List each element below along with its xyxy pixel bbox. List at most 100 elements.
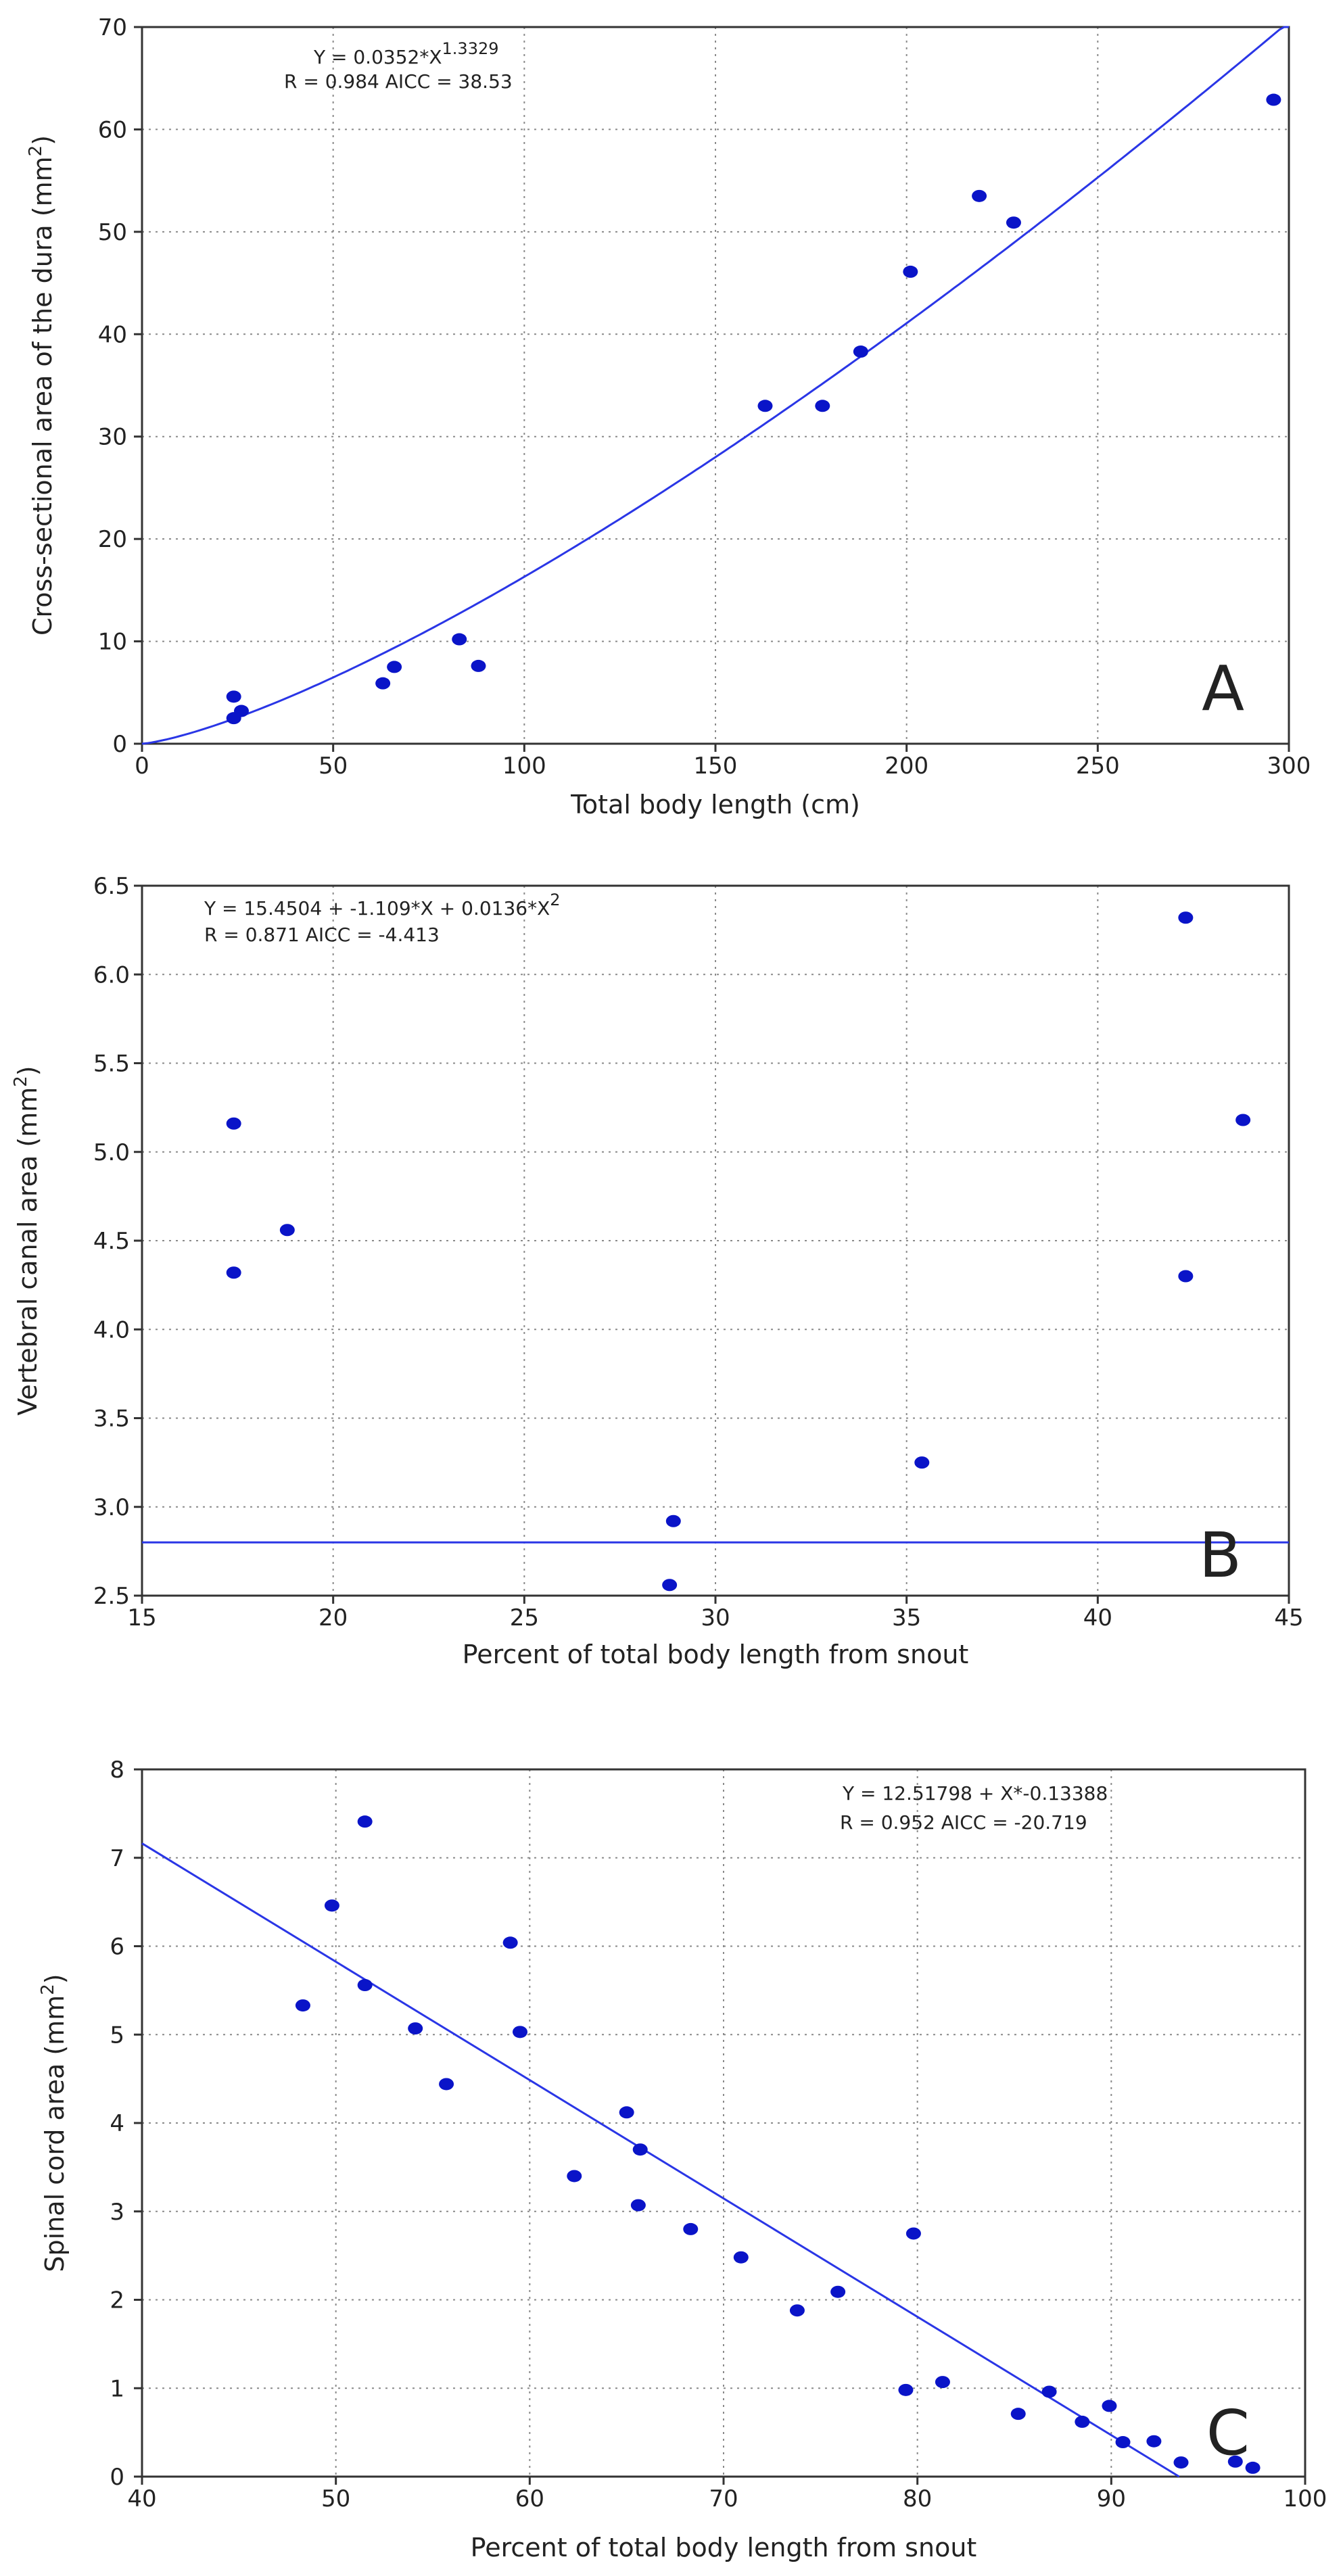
y-tick-label: 20 <box>98 526 127 553</box>
fit-equation-base: Y = 12.51798 + X*-0.13388 <box>842 1782 1108 1805</box>
y-axis-title-superscript: 2 <box>38 1984 58 1995</box>
data-point <box>567 2170 582 2183</box>
data-point <box>295 1999 310 2012</box>
data-point <box>1146 2435 1162 2448</box>
x-tick-label: 45 <box>1274 1604 1303 1631</box>
y-axis-title-text: Cross-sectional area of the dura (mm <box>28 156 57 636</box>
x-tick-label: 90 <box>1097 2485 1126 2512</box>
y-axis-title: Cross-sectional area of the dura (mm2) <box>26 135 57 636</box>
y-tick-label: 4 <box>110 2110 124 2137</box>
y-axis-title: Vertebral canal area (mm2) <box>11 1066 43 1415</box>
y-tick-label: 7 <box>110 1845 124 1872</box>
y-axis-title-superscript: 2 <box>11 1076 31 1087</box>
data-point <box>665 1514 681 1527</box>
x-tick-label: 100 <box>502 753 546 780</box>
y-axis-title-text: Vertebral canal area (mm <box>13 1087 43 1416</box>
data-point <box>733 2251 749 2264</box>
y-axis-title-close: ) <box>13 1066 43 1076</box>
data-point <box>513 2026 527 2038</box>
panel-b-chart: 15 20 25 30 35 40 45 2.5 3.0 3.5 4.0 4.5 5.0 5.5 6.0 6.… <box>11 873 1304 1669</box>
x-tick-label: 30 <box>701 1604 730 1631</box>
fit-equation-base: Y = 0.0352*X <box>313 46 442 68</box>
x-tick-label: 20 <box>319 1604 348 1631</box>
x-tick-label: 40 <box>1083 1604 1112 1631</box>
data-point <box>898 2383 914 2396</box>
x-tick-label: 15 <box>127 1604 156 1631</box>
y-tick-label: 4.0 <box>93 1316 130 1343</box>
data-point <box>914 1456 930 1469</box>
y-tick-label: 40 <box>98 321 127 348</box>
data-point <box>226 690 241 703</box>
data-point <box>789 2304 805 2317</box>
fit-curve <box>141 1842 1180 2478</box>
y-tick-label: 30 <box>98 424 127 451</box>
data-point <box>935 2376 950 2389</box>
data-point <box>830 2285 846 2298</box>
data-point <box>972 189 987 202</box>
data-point <box>1010 2408 1026 2420</box>
data-point <box>439 2078 454 2091</box>
data-point <box>1178 1270 1194 1283</box>
fit-equation-exponent: 1.3329 <box>442 39 499 58</box>
y-tick-label: 8 <box>110 1757 124 1784</box>
x-tick-label: 60 <box>515 2485 544 2512</box>
data-point <box>502 1936 518 1949</box>
y-tick-label: 6.0 <box>93 961 130 988</box>
fit-statistics: R = 0.952 AICC = -20.719 <box>840 1811 1087 1834</box>
data-point <box>683 2222 699 2235</box>
data-point <box>452 633 467 646</box>
x-axis-title: Total body length (cm) <box>570 790 860 819</box>
data-point <box>279 1224 295 1237</box>
x-tick-label: 50 <box>321 2485 350 2512</box>
y-tick-label: 1 <box>110 2375 124 2402</box>
data-point <box>1102 2400 1117 2412</box>
data-point <box>905 2227 921 2240</box>
data-point <box>324 1899 339 1912</box>
data-point <box>619 2106 634 2119</box>
data-point <box>662 1579 678 1592</box>
y-axis-title-superscript: 2 <box>26 145 46 157</box>
y-axis-title: Spinal cord area (mm2) <box>38 1974 70 2272</box>
data-point <box>233 705 249 717</box>
data-point <box>357 1815 373 1828</box>
data-point <box>757 400 773 412</box>
x-axis-title: Percent of total body length from snout <box>463 1640 969 1669</box>
y-tick-label: 6 <box>110 1934 124 1961</box>
y-tick-label: 2 <box>110 2287 124 2314</box>
data-point <box>408 2022 423 2035</box>
panel-letter: B <box>1199 1519 1242 1592</box>
x-axis-title: Percent of total body length from snout <box>471 2533 977 2562</box>
data-point <box>226 1117 241 1130</box>
x-tick-label: 80 <box>903 2485 932 2512</box>
data-point <box>903 265 918 278</box>
data-point <box>226 1266 241 1279</box>
y-axis-title-close: ) <box>40 1974 70 1984</box>
y-tick-label: 3.5 <box>93 1406 130 1433</box>
y-tick-label: 6.5 <box>93 873 130 900</box>
fit-equation: Y = 12.51798 + X*-0.13388 <box>842 1782 1108 1805</box>
y-tick-label: 0 <box>112 731 127 758</box>
y-tick-label: 50 <box>98 219 127 246</box>
fit-equation-exponent: 2 <box>550 890 560 909</box>
x-tick-label: 70 <box>709 2485 738 2512</box>
data-point <box>1245 2461 1260 2474</box>
data-point <box>630 2199 646 2212</box>
data-point <box>815 400 830 412</box>
x-tick-label: 35 <box>892 1604 921 1631</box>
data-point <box>1235 1114 1251 1126</box>
y-tick-label: 0 <box>110 2464 124 2491</box>
data-point <box>471 659 486 672</box>
data-point <box>375 677 391 690</box>
panel-c-chart: 40 50 60 70 80 90 100 0 1 2 3 4 5 6 7 8 Percent of total… <box>38 1757 1327 2562</box>
data-point <box>1266 93 1281 106</box>
fit-equation: Y = 15.4504 + -1.109*X + 0.0136*X2 <box>204 890 561 920</box>
x-tick-label: 100 <box>1283 2485 1327 2512</box>
fit-statistics: R = 0.984 AICC = 38.53 <box>284 70 513 93</box>
y-tick-label: 70 <box>98 14 127 41</box>
panel-a-chart: 0 50 100 150 200 250 300 0 10 20 30 40 50 60 70 Total b… <box>26 14 1311 819</box>
data-point <box>1041 2385 1057 2398</box>
x-tick-label: 250 <box>1076 753 1120 780</box>
data-point <box>1178 911 1194 924</box>
fit-curve <box>141 26 1289 745</box>
